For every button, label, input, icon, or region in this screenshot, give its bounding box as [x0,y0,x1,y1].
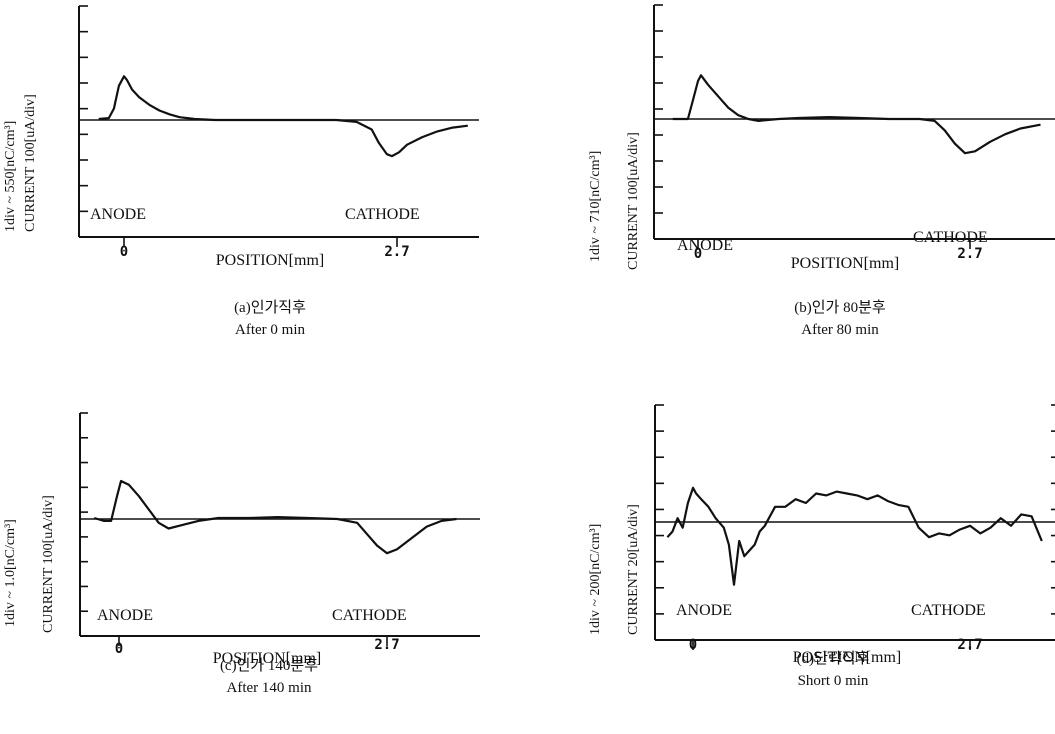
chart-svg: ANODE CATHODE 0 2.7 POSITION[mm] [654,404,1055,666]
chart-panel-c: 1div ~ 1.0[nC/cm³] CURRENT 100[uA/div] A… [0,395,520,734]
cathode-label: CATHODE [345,206,420,223]
x-axis-label: POSITION[mm] [793,649,901,666]
cathode-label: CATHODE [911,602,986,619]
chart-svg: ANODE CATHODE 0 2.7 POSITION[mm] [78,5,479,269]
x-tick-label-0: 0 [115,641,123,657]
plot-frame [78,5,479,247]
caption-korean: (a)인가직후 [234,300,306,316]
x-tick-label-2-7: 2.7 [374,637,399,653]
caption-english: After 140 min [226,680,312,696]
x-tick-label-2-7: 2.7 [957,637,982,653]
plot-frame [79,412,480,646]
caption-korean: (d)단락직후 [796,651,870,667]
anode-label: ANODE [676,602,732,619]
caption-korean: (b)인가 80분후 [794,300,886,316]
x-axis-label: POSITION[mm] [216,252,324,269]
series-line [93,479,457,555]
series-line [98,75,468,158]
chart-svg: ANODE CATHODE 0 2.7 POSITION[mm] [653,4,1055,272]
cathode-label: CATHODE [913,229,988,246]
caption: (c)인가 140분후 After 140 min [149,655,389,699]
caption-english: After 80 min [801,322,879,338]
anode-label: ANODE [90,206,146,223]
anode-label: ANODE [97,607,153,624]
chart-panel-b: 1div ~ 710[nC/cm³] CURRENT 100[uA/div] A… [585,0,1055,360]
caption-english: After 0 min [235,322,305,338]
plot-frame [653,4,1055,249]
x-tick-label-2-7: 2.7 [957,246,982,262]
chart-panel-a: 1div ~ 550[nC/cm³] CURRENT 100[uA/div] A… [0,0,520,360]
x-axis-label: POSITION[mm] [213,650,321,667]
chart-panel-d: 1div ~ 200[nC/cm³] CURRENT 20[uA/div] AN… [585,395,1055,734]
x-axis-label: POSITION[mm] [791,255,899,272]
x-tick-label-0: 0 [689,637,697,653]
anode-label: ANODE [677,237,733,254]
caption-english: Short 0 min [797,673,869,689]
series-line [666,486,1043,586]
series-line [672,74,1041,155]
caption: (b)인가 80분후 After 80 min [720,297,960,341]
x-tick-label-2-7: 2.7 [384,244,409,260]
caption: (d)단락직후 Short 0 min [713,648,953,692]
chart-svg: ANODE CATHODE 0 2.7 POSITION[mm] [79,412,480,667]
caption: (a)인가직후 After 0 min [150,297,390,341]
x-tick-label-0: 0 [694,246,702,262]
x-tick-label-0: 0 [120,244,128,260]
caption-korean: (c)인가 140분후 [219,658,319,674]
cathode-label: CATHODE [332,607,407,624]
plot-frame [654,404,1055,650]
